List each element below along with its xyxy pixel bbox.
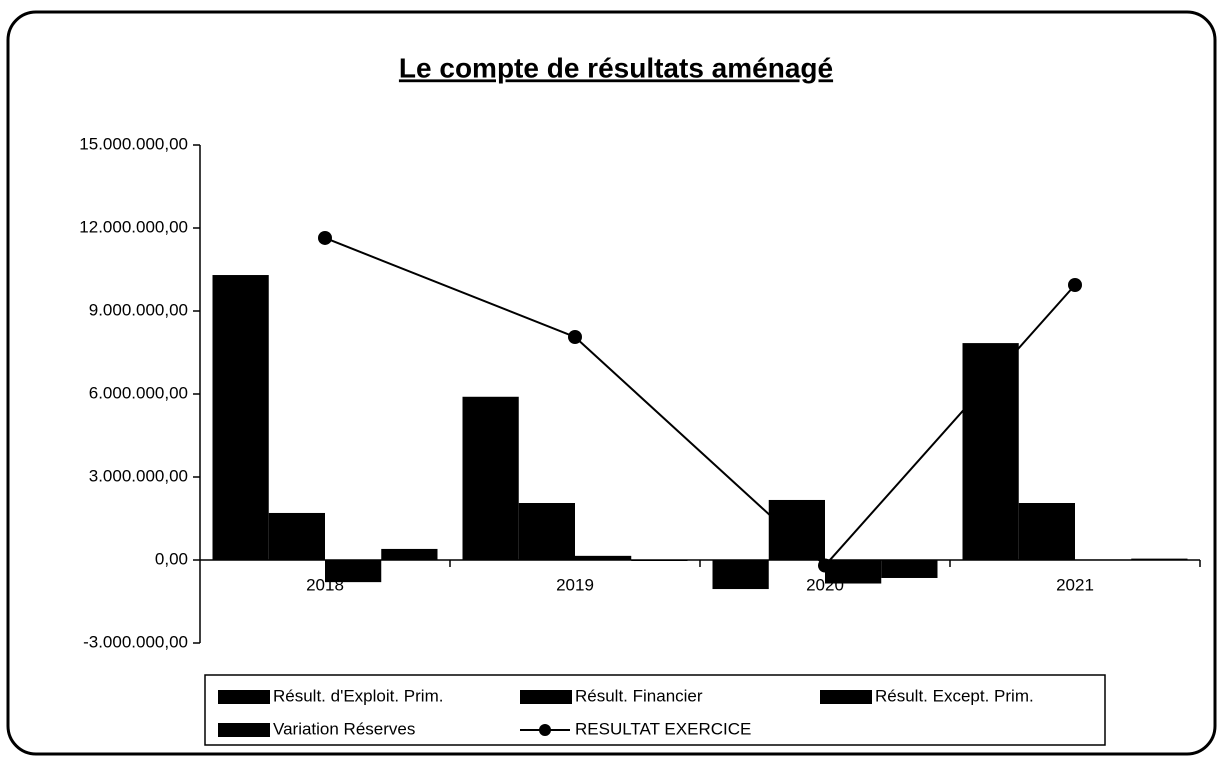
y-tick-label: 15.000.000,00 bbox=[79, 134, 188, 153]
bar bbox=[631, 560, 688, 561]
y-tick-label: 9.000.000,00 bbox=[89, 300, 188, 319]
bar bbox=[212, 275, 269, 560]
y-tick-label: 0,00 bbox=[155, 549, 188, 568]
legend-label: Résult. d'Exploit. Prim. bbox=[273, 686, 443, 705]
legend-swatch bbox=[520, 690, 572, 704]
legend-swatch bbox=[820, 690, 872, 704]
line-marker bbox=[1068, 277, 1082, 292]
bar bbox=[825, 560, 882, 584]
x-tick-label: 2021 bbox=[1056, 575, 1094, 594]
bar bbox=[268, 512, 325, 560]
chart-frame bbox=[6, 10, 1217, 756]
bar bbox=[1131, 558, 1188, 560]
chart-title: Le compte de résultats aménagé bbox=[399, 52, 833, 83]
bar bbox=[462, 396, 519, 560]
bar bbox=[325, 560, 382, 583]
bar bbox=[1018, 503, 1075, 560]
x-tick-label: 2019 bbox=[556, 575, 594, 594]
y-tick-label: -3.000.000,00 bbox=[83, 632, 188, 651]
bar bbox=[1075, 559, 1132, 561]
y-tick-label: 12.000.000,00 bbox=[79, 217, 188, 236]
bar bbox=[381, 548, 438, 560]
x-tick-label: 2018 bbox=[306, 575, 344, 594]
y-tick-label: 3.000.000,00 bbox=[89, 466, 188, 485]
legend-label: Variation Réserves bbox=[273, 719, 415, 738]
bar bbox=[518, 503, 575, 560]
bar bbox=[575, 555, 632, 560]
legend-label: RESULTAT EXERCICE bbox=[575, 719, 751, 738]
bar bbox=[768, 499, 825, 560]
legend-marker bbox=[539, 724, 551, 736]
legend-swatch bbox=[218, 690, 270, 704]
legend-box bbox=[204, 674, 1106, 746]
legend-label: Résult. Except. Prim. bbox=[875, 686, 1034, 705]
legend-label: Résult. Financier bbox=[575, 686, 703, 705]
line-series bbox=[324, 237, 1076, 567]
line-marker bbox=[818, 558, 832, 573]
x-tick-label: 2020 bbox=[806, 575, 844, 594]
legend-swatch bbox=[218, 723, 270, 737]
bar bbox=[712, 560, 769, 590]
y-tick-label: 6.000.000,00 bbox=[89, 383, 188, 402]
bar bbox=[881, 560, 938, 578]
line-marker bbox=[318, 230, 332, 245]
line-marker bbox=[568, 330, 582, 345]
bar bbox=[962, 343, 1019, 560]
